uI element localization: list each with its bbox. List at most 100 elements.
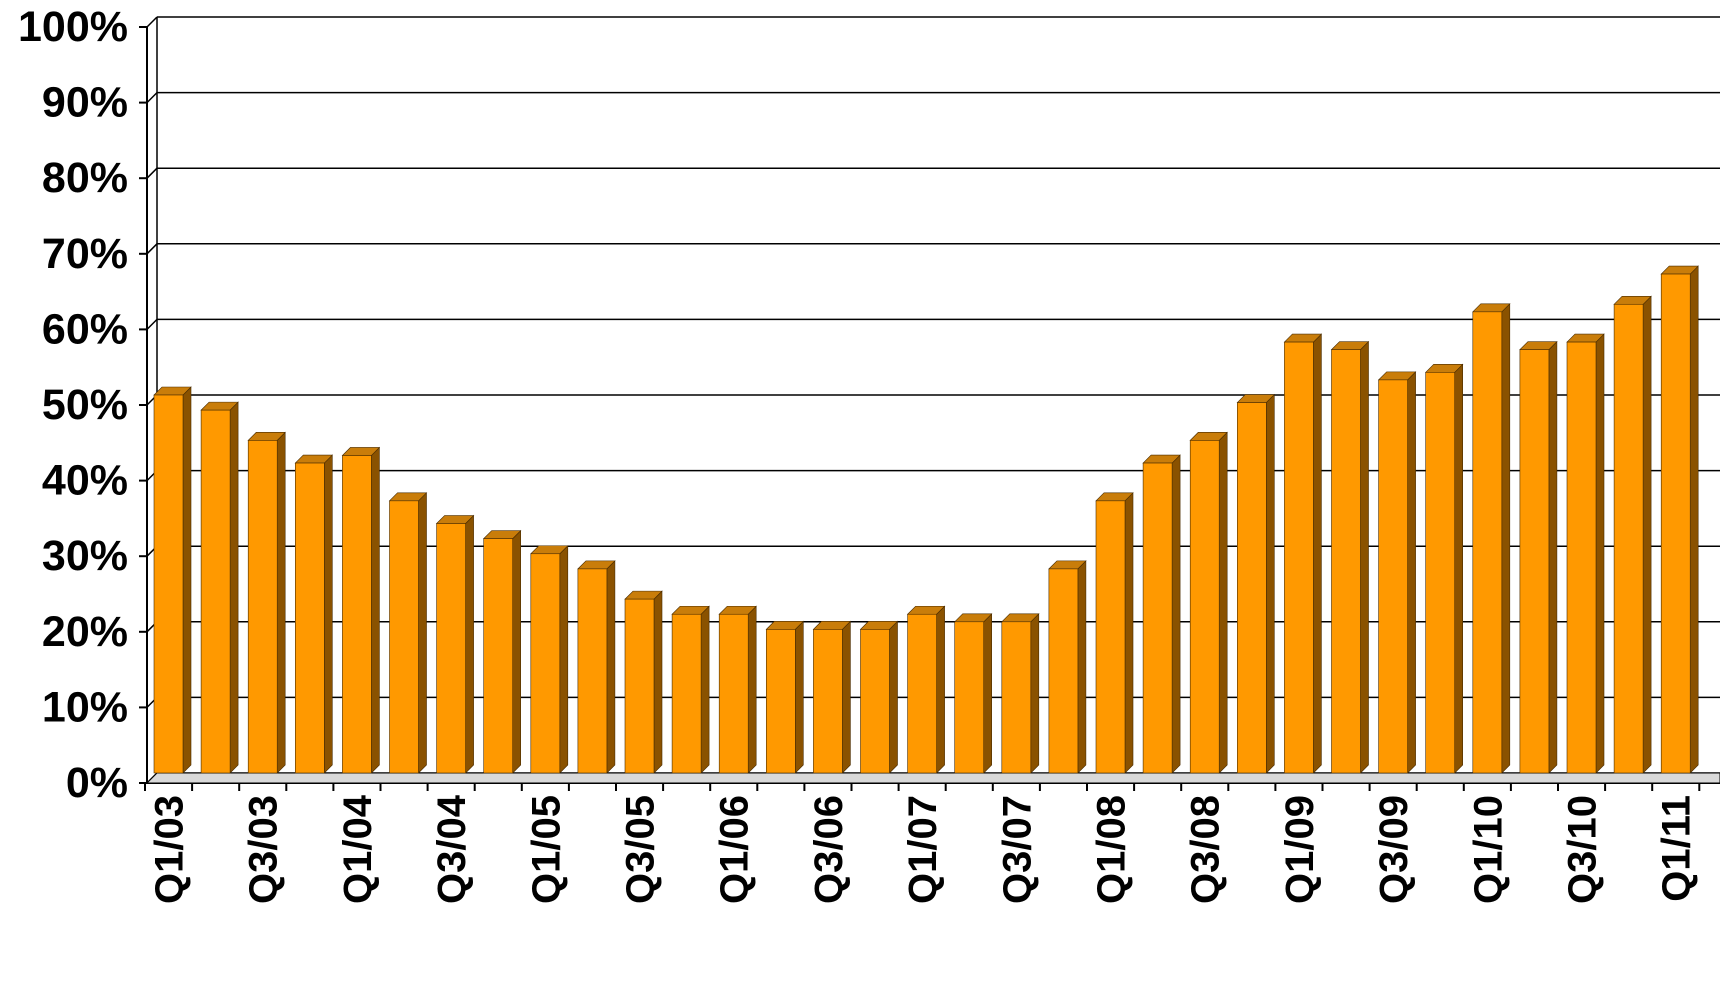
- gridline-wall: [146, 167, 158, 179]
- x-tick-label: Q1/11: [1655, 795, 1699, 902]
- bar: [1378, 379, 1408, 774]
- bar-side: [936, 605, 945, 774]
- x-tick-label: Q3/08: [1184, 795, 1228, 904]
- floor: [145, 772, 1720, 784]
- bar: [765, 629, 796, 774]
- bar-side: [1171, 454, 1181, 774]
- bar: [954, 621, 985, 774]
- bar: [577, 568, 608, 774]
- bar: [1566, 341, 1597, 774]
- bar: [1189, 440, 1220, 774]
- bar: [860, 629, 890, 774]
- bar: [1425, 372, 1455, 774]
- x-tick-label: Q3/07: [995, 795, 1039, 904]
- x-tick-label: Q3/09: [1372, 795, 1416, 904]
- bar-side: [747, 605, 757, 774]
- bar-side: [1124, 492, 1134, 774]
- y-tick-label: 90%: [42, 79, 128, 127]
- bar-side: [1407, 371, 1416, 774]
- x-tick-label: Q1/06: [713, 795, 757, 904]
- bar-side: [512, 529, 522, 774]
- bar: [1519, 349, 1550, 774]
- bar: [294, 462, 325, 774]
- bar: [200, 409, 231, 774]
- x-tick-label: Q1/09: [1278, 795, 1322, 904]
- gridline-wall: [146, 92, 158, 104]
- y-tick-label: 100%: [18, 3, 128, 51]
- bar-side: [606, 560, 616, 774]
- y-tick-label: 50%: [42, 381, 128, 429]
- x-tick-label: Q1/04: [336, 794, 380, 904]
- x-tick-label: Q3/05: [619, 795, 663, 904]
- x-tick-label: Q3/04: [430, 794, 474, 904]
- bar: [1613, 303, 1644, 774]
- gridline-wall: [146, 243, 158, 255]
- bar: [342, 455, 372, 774]
- bar-side: [1313, 333, 1322, 774]
- bars: [153, 265, 1699, 774]
- bar-side: [559, 545, 569, 774]
- bar-side: [1595, 333, 1605, 774]
- bar-side: [842, 620, 851, 774]
- y-tick-label: 10%: [42, 683, 128, 731]
- x-tick-label: Q1/08: [1090, 795, 1134, 904]
- bar: [1331, 349, 1361, 774]
- y-tick-label: 20%: [42, 608, 128, 656]
- gridline-wall: [146, 318, 158, 330]
- y-tick-label: 60%: [42, 305, 128, 353]
- bar: [1001, 621, 1032, 774]
- x-tick-label: Q3/03: [242, 795, 286, 904]
- bar: [389, 500, 419, 774]
- bar-side: [983, 613, 993, 774]
- bar-side: [323, 454, 333, 774]
- bar: [1095, 500, 1126, 774]
- bar: [671, 613, 702, 774]
- bar: [1284, 341, 1314, 774]
- bar: [813, 629, 843, 774]
- y-tick-label: 70%: [42, 230, 128, 278]
- x-tick-labels: Q1/03 Q3/03 Q1/04 Q3/04 Q1/05 Q3/05 Q1/06 Q3/06…: [148, 794, 1699, 904]
- bar: [153, 394, 184, 774]
- bar: [1048, 568, 1079, 774]
- bar-side: [1454, 363, 1463, 774]
- x-tick-label: Q1/03: [148, 795, 192, 904]
- bar-side: [1360, 340, 1369, 774]
- bar-side: [1642, 295, 1652, 774]
- bar-side: [371, 446, 380, 774]
- bar-side: [794, 620, 804, 774]
- bar: [624, 598, 655, 774]
- x-tick-label: Q1/07: [901, 795, 945, 904]
- bar-side: [1548, 340, 1558, 774]
- bar-side: [418, 492, 427, 774]
- gridline-wall: [146, 16, 158, 28]
- x-tick-label: Q3/10: [1561, 795, 1605, 904]
- bar-side: [1689, 265, 1699, 774]
- bar-side: [653, 590, 663, 774]
- y-tick-label: 0%: [66, 759, 128, 807]
- bar: [483, 538, 514, 774]
- bar: [1472, 311, 1503, 774]
- x-tick-label: Q3/06: [807, 795, 851, 904]
- y-tick-label: 40%: [42, 457, 128, 505]
- bar-side: [1501, 303, 1511, 774]
- bar-side: [889, 620, 898, 774]
- bar: [907, 613, 937, 774]
- bar-side: [1077, 560, 1087, 774]
- bar-side: [1218, 431, 1228, 774]
- bar-side: [182, 386, 192, 774]
- bar: [247, 440, 278, 774]
- bar-side: [276, 431, 286, 774]
- bar-side: [1030, 613, 1040, 774]
- bar-side: [465, 514, 474, 774]
- y-tick-labels: 0% 10% 20% 30% 40% 50% 60% 70% 80% 90% 100%: [18, 3, 128, 807]
- bar: [436, 523, 466, 774]
- y-tick-label: 80%: [42, 154, 128, 202]
- bar-side: [1266, 393, 1275, 774]
- y-tick-label: 30%: [42, 532, 128, 580]
- x-tick-label: Q1/05: [524, 795, 568, 904]
- x-tick-label: Q1/10: [1466, 795, 1510, 904]
- bar: [530, 553, 561, 774]
- bar: [1142, 462, 1173, 774]
- bar: [1237, 402, 1267, 774]
